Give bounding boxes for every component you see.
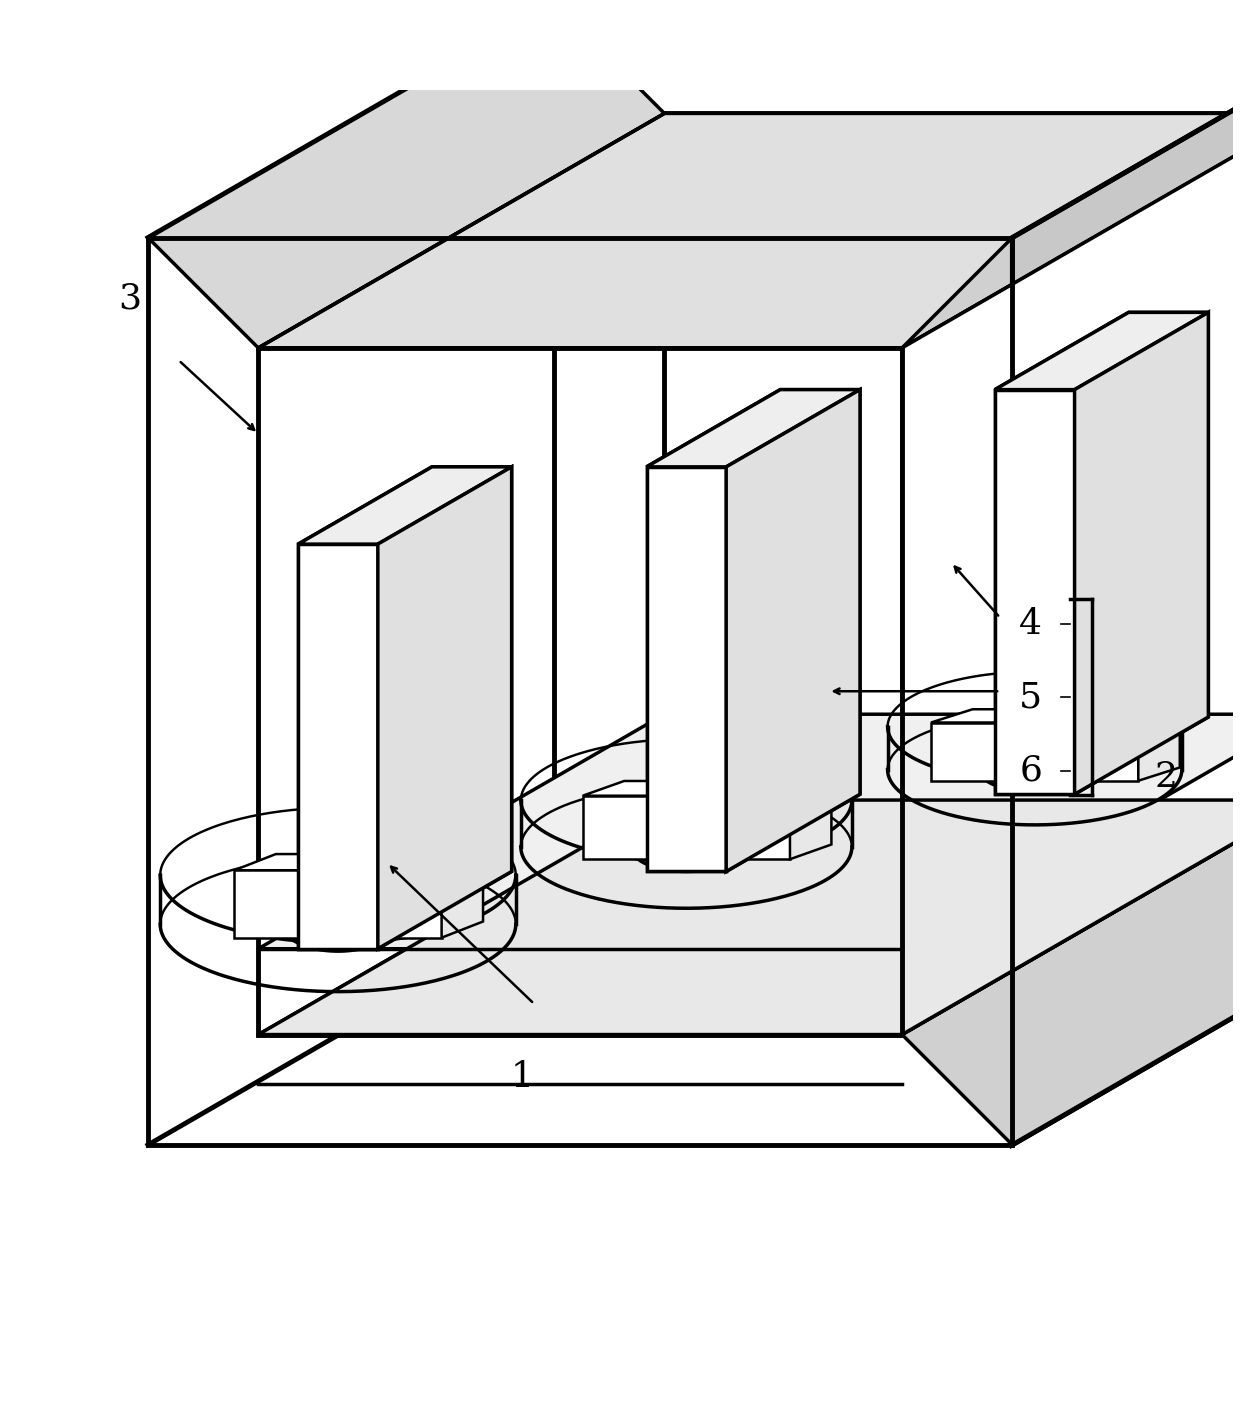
Polygon shape [931,723,1138,781]
Polygon shape [583,781,831,796]
Polygon shape [727,390,861,871]
Polygon shape [258,114,1240,348]
Polygon shape [234,871,441,937]
Polygon shape [1075,312,1208,794]
Polygon shape [583,796,790,860]
Polygon shape [931,709,1179,723]
Text: 2: 2 [1154,760,1177,794]
Polygon shape [994,390,1075,794]
Polygon shape [1075,312,1208,794]
Polygon shape [646,467,727,871]
Text: 5: 5 [1019,681,1043,715]
Polygon shape [994,390,1075,794]
Polygon shape [441,854,484,937]
Text: 4: 4 [1019,606,1043,640]
Polygon shape [790,781,831,860]
Polygon shape [646,390,861,467]
Polygon shape [298,545,378,948]
Polygon shape [901,801,1240,1145]
Polygon shape [298,467,512,545]
Polygon shape [727,390,861,871]
Polygon shape [994,312,1208,390]
Polygon shape [234,854,484,871]
Polygon shape [1138,709,1179,781]
Polygon shape [994,312,1208,390]
Polygon shape [646,390,861,467]
Text: 3: 3 [118,281,141,317]
Text: 6: 6 [1019,754,1042,788]
Polygon shape [901,3,1240,348]
Polygon shape [298,467,512,545]
Polygon shape [1012,3,1240,1145]
Text: 1: 1 [511,1061,533,1095]
Polygon shape [258,801,1240,1034]
Polygon shape [298,545,378,948]
Polygon shape [258,715,1240,948]
Polygon shape [378,467,512,948]
Polygon shape [646,467,727,871]
Polygon shape [378,467,512,948]
Polygon shape [901,114,1240,1034]
Polygon shape [148,3,665,348]
